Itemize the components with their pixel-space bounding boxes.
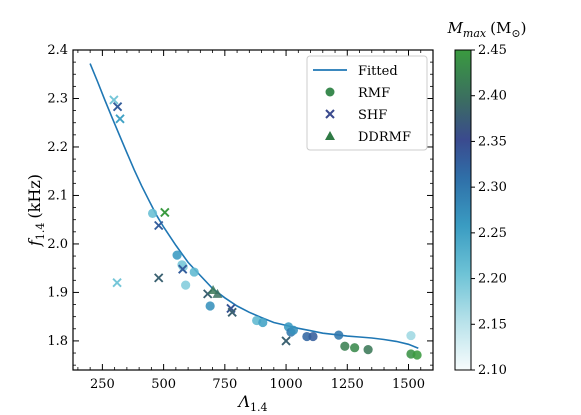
rmf-point bbox=[350, 343, 360, 353]
rmf-point bbox=[178, 262, 188, 272]
rmf-point bbox=[205, 301, 215, 311]
y-tick-label: 1.9 bbox=[47, 285, 68, 300]
legend-label-shf: SHF bbox=[358, 108, 387, 123]
colorbar-tick-label: 2.20 bbox=[478, 272, 507, 287]
colorbar-title: Mmax (M⊙) bbox=[447, 19, 527, 40]
shf-point bbox=[281, 336, 291, 346]
colorbar-title-unit: (M bbox=[490, 19, 511, 37]
x-tick-label: 1000 bbox=[270, 377, 303, 392]
y-axis-label-unit: (kHz) bbox=[25, 174, 44, 219]
shf-point bbox=[112, 102, 123, 112]
rmf-point bbox=[172, 250, 182, 260]
rmf-point bbox=[147, 208, 158, 218]
y-tick-label: 2.2 bbox=[47, 140, 68, 155]
rmf-point bbox=[189, 267, 199, 277]
y-axis-label: f1.4 (kHz) bbox=[25, 174, 47, 247]
rmf-point bbox=[181, 280, 191, 290]
y-axis-label-sub: 1.4 bbox=[34, 223, 47, 241]
legend-triangle-icon bbox=[325, 131, 335, 140]
colorbar-title-sub: max bbox=[463, 27, 487, 40]
legend-box bbox=[306, 55, 428, 151]
y-tick-label: 2.3 bbox=[47, 91, 68, 106]
rmf-point bbox=[288, 325, 299, 335]
rmf-point bbox=[406, 330, 416, 341]
x-axis-label-main: Λ bbox=[236, 392, 250, 411]
x-axis-ticks: 250 500 750 1000 1250 1500 bbox=[77, 50, 434, 392]
rmf-point bbox=[340, 341, 350, 351]
plot-area: 250 500 750 1000 1250 1500 1.8 1.9 2.0 2.1 2.2 2.3… bbox=[47, 43, 434, 392]
rmf-point bbox=[363, 345, 373, 355]
rmf-point bbox=[258, 317, 268, 328]
rmf-point bbox=[334, 330, 344, 340]
colorbar-title-main: M bbox=[447, 19, 464, 37]
colorbar-tick-label: 2.40 bbox=[478, 89, 507, 104]
x-tick-label: 500 bbox=[151, 377, 176, 392]
y-axis-label-main: f bbox=[25, 237, 44, 247]
colorbar-title-unit-close: ) bbox=[521, 19, 527, 37]
x-tick-label: 1250 bbox=[331, 377, 364, 392]
colorbar-tick-label: 2.35 bbox=[478, 134, 507, 149]
legend-label-rmf: RMF bbox=[358, 86, 390, 101]
y-tick-label: 1.8 bbox=[47, 334, 68, 349]
shf-point bbox=[227, 307, 237, 317]
x-axis-label-sub: 1.4 bbox=[250, 401, 268, 414]
colorbar-title-unit-symbol: ⊙ bbox=[511, 27, 520, 40]
shf-point bbox=[109, 95, 119, 105]
fitted-curve-layer bbox=[89, 63, 419, 349]
rmf-point bbox=[412, 350, 422, 360]
colorbar-tick-label: 2.30 bbox=[478, 180, 507, 195]
rmf-point bbox=[308, 331, 318, 342]
colorbar-tick-label: 2.10 bbox=[478, 363, 507, 378]
shf-point bbox=[154, 273, 164, 283]
ddrmf-point bbox=[208, 285, 219, 294]
shf-point bbox=[112, 278, 122, 288]
shf-point bbox=[115, 114, 125, 124]
fitted-curve bbox=[89, 63, 419, 349]
x-axis-label: Λ1.4 bbox=[236, 392, 267, 414]
ddrmf-point bbox=[212, 288, 223, 298]
legend-label-fitted: Fitted bbox=[358, 64, 398, 79]
colorbar-gradient bbox=[454, 49, 472, 371]
shf-point bbox=[160, 207, 170, 218]
colorbar-ticks: 2.10 2.15 2.20 2.25 2.30 2.35 2.40 2.45 bbox=[471, 43, 507, 378]
y-tick-label: 2.1 bbox=[47, 188, 68, 203]
legend-x-icon bbox=[325, 109, 335, 119]
colorbar-tick-label: 2.15 bbox=[478, 317, 507, 332]
legend: Fitted RMF SHF DDRMF bbox=[306, 55, 428, 151]
points-layer bbox=[109, 95, 422, 360]
y-tick-label: 2.4 bbox=[47, 43, 68, 58]
shf-point bbox=[154, 220, 164, 231]
legend-circle-icon bbox=[325, 87, 335, 97]
plot-frame bbox=[72, 49, 434, 371]
x-tick-label: 250 bbox=[90, 377, 115, 392]
y-tick-label: 2.0 bbox=[47, 237, 68, 252]
colorbar: Mmax (M⊙) 2.10 2.15 2.20 2.25 2.30 2.35 2.40 2.4… bbox=[447, 19, 527, 378]
x-tick-label: 1500 bbox=[392, 377, 425, 392]
x-tick-label: 750 bbox=[212, 377, 237, 392]
colorbar-tick-label: 2.45 bbox=[478, 43, 507, 58]
shf-point bbox=[178, 264, 188, 274]
legend-label-ddrmf: DDRMF bbox=[358, 130, 411, 145]
colorbar-tick-label: 2.25 bbox=[478, 226, 507, 241]
y-axis-ticks: 1.8 1.9 2.0 2.1 2.2 2.3 2.4 bbox=[47, 43, 433, 366]
